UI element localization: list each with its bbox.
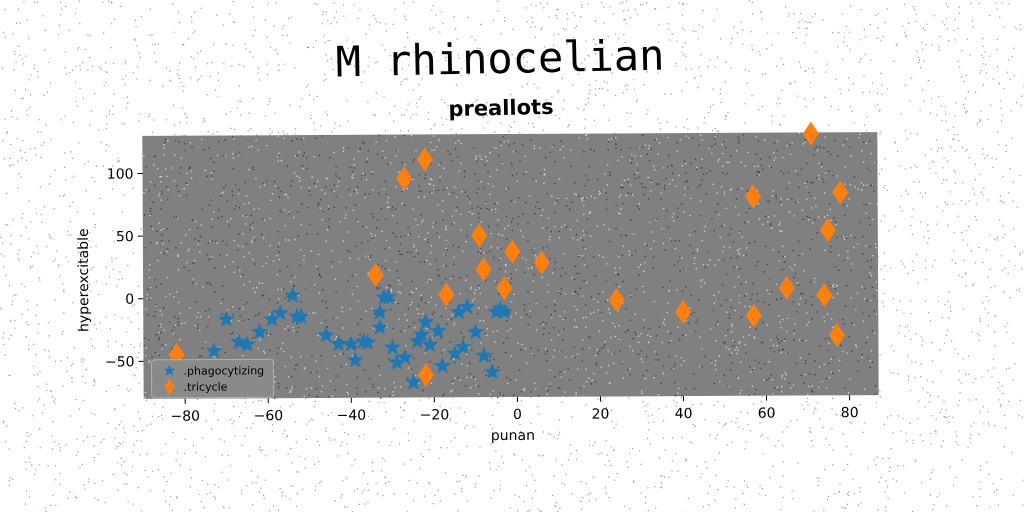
diamond-point (496, 276, 513, 301)
star-point (359, 333, 377, 350)
star-point (371, 318, 389, 335)
legend-marker (164, 378, 175, 395)
diamond-point (417, 362, 434, 387)
star-point (346, 351, 364, 368)
diamond-point (819, 218, 836, 243)
star-point (317, 326, 335, 343)
star-point (396, 348, 414, 365)
star-point (433, 357, 452, 374)
x-tick-label: 0 (513, 407, 522, 423)
star-point (205, 341, 223, 359)
diamond-point (533, 250, 550, 275)
x-axis-label: punan (491, 428, 535, 444)
x-tick-label: 20 (592, 406, 610, 422)
star-point (412, 325, 431, 343)
y-tick-label: 100 (107, 167, 134, 183)
star-point (429, 321, 447, 339)
x-tick-label: −20 (420, 407, 450, 423)
diamond-point (745, 184, 762, 209)
star-point (284, 286, 302, 303)
diamond-point (504, 239, 521, 264)
diamond-point (416, 147, 433, 172)
x-tick-label: 60 (758, 406, 776, 422)
y-axis-label: hyperexcitable (76, 228, 93, 332)
diamond-point (475, 257, 492, 282)
diamond-point (396, 166, 413, 191)
star-point (383, 338, 402, 355)
diamond-point (471, 223, 488, 248)
diamond-point (608, 288, 625, 313)
legend-marker (163, 364, 176, 376)
star-point (329, 335, 348, 352)
diamond-point (438, 282, 455, 307)
diamond-point (832, 180, 849, 205)
star-point (263, 310, 281, 327)
legend-entry: .tricycle (184, 380, 228, 393)
star-point (487, 302, 505, 320)
star-point (230, 333, 248, 350)
diamond-point (367, 262, 384, 287)
star-point (271, 304, 289, 321)
legend-box (150, 358, 275, 399)
star-point (371, 303, 389, 320)
x-tick-label: −40 (337, 408, 367, 424)
star-point (238, 335, 256, 352)
star-point (450, 303, 468, 320)
data-marks (168, 121, 849, 390)
star-point (446, 344, 464, 361)
star-point (404, 373, 423, 390)
axes: −80 −60 −40 −20 0 20 40 60 80 −50 0 50 100 (105, 167, 859, 425)
star-point (292, 307, 310, 325)
diamond-point (778, 275, 795, 300)
y-tick-label: 0 (125, 292, 134, 308)
y-tick-label: −50 (105, 354, 135, 370)
series-phagocytizing (205, 286, 514, 390)
diamond-point (816, 283, 833, 308)
star-point (475, 346, 493, 364)
star-point (466, 323, 485, 340)
star-point (495, 302, 514, 320)
star-point (483, 363, 501, 380)
x-tick-label: 80 (841, 405, 859, 421)
x-tick-label: 40 (675, 406, 693, 422)
star-point (379, 288, 397, 305)
star-point (454, 338, 472, 355)
legend: .phagocytizing .tricycle (150, 358, 275, 399)
y-tick-label: 50 (116, 229, 134, 245)
star-point (251, 322, 269, 340)
x-tick-label: −80 (170, 409, 200, 425)
diamond-point (828, 323, 845, 348)
star-point (388, 353, 406, 370)
series-tricycle (168, 121, 849, 387)
x-tick-label: −60 (254, 408, 284, 424)
diamond-point (745, 303, 762, 328)
star-point (421, 335, 439, 353)
diamond-point (675, 300, 692, 325)
star-point (417, 313, 435, 330)
star-point (217, 310, 235, 327)
star-point (458, 298, 476, 315)
star-point (491, 300, 509, 317)
legend-entry: .phagocytizing (184, 364, 265, 377)
diamond-point (802, 121, 819, 146)
star-point (342, 334, 360, 352)
